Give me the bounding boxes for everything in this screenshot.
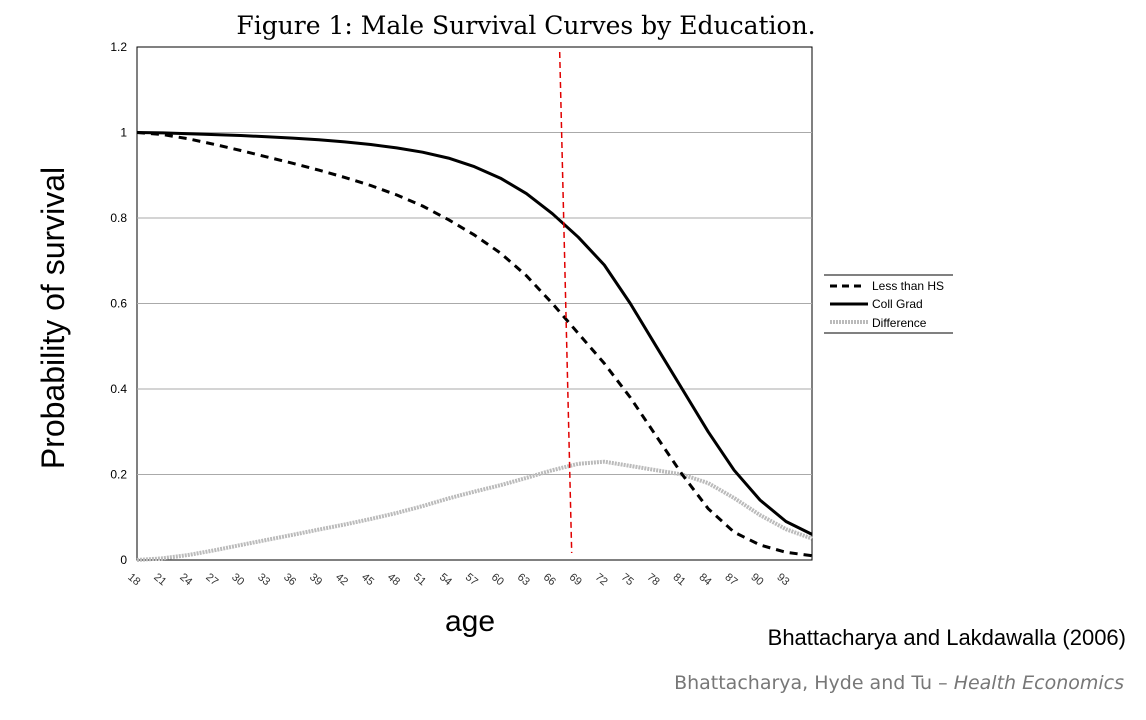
x-tick-label: 72	[593, 571, 610, 588]
x-tick-label: 75	[619, 571, 636, 588]
x-tick-labels: 18 21 24 27 30 33 36 39 42 45 48 51 54 57 60 63 66 69 72 75…	[125, 571, 791, 588]
x-tick-label: 93	[774, 571, 791, 588]
x-tick-label: 84	[697, 571, 714, 588]
x-tick-label: 87	[722, 571, 739, 588]
x-tick-label: 36	[281, 571, 298, 588]
y-tick-label: 1.2	[110, 40, 127, 54]
legend-label-difference: Difference	[872, 316, 927, 330]
legend-label-coll-grad: Coll Grad	[872, 297, 923, 311]
y-tick-label: 0.4	[110, 382, 127, 396]
x-tick-label: 30	[229, 571, 246, 588]
x-tick-label: 18	[125, 571, 142, 588]
series-lines	[136, 131, 813, 562]
legend-label-less-than-hs: Less than HS	[872, 279, 944, 293]
x-tick-label: 63	[515, 571, 532, 588]
x-tick-label: 51	[411, 571, 428, 588]
y-tick-label: 0.8	[110, 211, 127, 225]
y-tick-label: 0	[120, 553, 127, 567]
x-tick-label: 69	[567, 571, 584, 588]
legend: Less than HS Coll Grad Difference	[824, 274, 953, 334]
marker-line	[558, 51, 573, 554]
primary-citation: Bhattacharya and Lakdawalla (2006)	[768, 625, 1126, 650]
y-tick-label: 0.6	[110, 297, 127, 311]
x-tick-label: 60	[489, 571, 506, 588]
y-tick-labels: 0 0.2 0.4 0.6 0.8 1 1.2	[110, 40, 127, 567]
x-tick-label: 57	[463, 571, 480, 588]
x-tick-label: 21	[151, 571, 168, 588]
citation-authors: Bhattacharya, Hyde and Tu –	[674, 672, 954, 694]
secondary-citation: Bhattacharya, Hyde and Tu – Health Econo…	[674, 672, 1124, 694]
y-tick-label: 0.2	[110, 468, 127, 482]
vertical-marker	[558, 51, 573, 554]
x-tick-label: 45	[359, 571, 376, 588]
x-tick-label: 81	[671, 571, 688, 588]
y-axis-label: Probability of survival	[35, 167, 71, 469]
series-line-less-than-hs	[136, 131, 813, 558]
figure-title: Figure 1: Male Survival Curves by Educat…	[236, 11, 815, 40]
x-tick-label: 78	[645, 571, 662, 588]
y-tick-label: 1	[120, 126, 127, 140]
x-tick-label: 33	[255, 571, 272, 588]
x-tick-label: 24	[177, 571, 194, 588]
x-axis-label: age	[445, 605, 495, 638]
x-tick-label: 48	[385, 571, 402, 588]
x-tick-label: 27	[203, 571, 220, 588]
x-tick-label: 54	[437, 571, 454, 588]
x-tick-label: 39	[307, 571, 324, 588]
x-tick-label: 66	[541, 571, 558, 588]
x-tick-label: 90	[748, 571, 765, 588]
citation-journal: Health Economics	[954, 672, 1124, 694]
gridlines	[137, 132, 812, 475]
series-line-coll-grad	[136, 131, 813, 536]
x-tick-label: 42	[333, 571, 350, 588]
